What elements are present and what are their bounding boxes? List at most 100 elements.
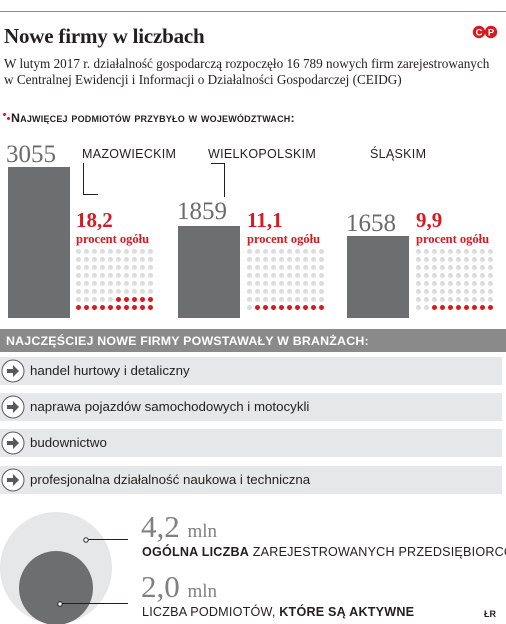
share-dot-empty <box>287 273 292 278</box>
active-unit: mln <box>187 581 218 602</box>
industry-label: budownictwo <box>30 435 107 450</box>
share-dot-empty <box>124 257 129 262</box>
share-dot-empty <box>464 289 469 294</box>
share-dot-empty <box>488 281 493 286</box>
share-dot-empty <box>247 257 252 262</box>
active-marker <box>57 601 63 607</box>
share-dot-empty <box>116 257 121 262</box>
share-dot-filled <box>140 297 145 302</box>
share-dot-empty <box>140 281 145 286</box>
share-dot-empty <box>303 273 308 278</box>
share-dot-grid <box>247 249 324 310</box>
share-dot-empty <box>311 257 316 262</box>
region-label: MAZOWIECKIM <box>82 147 177 161</box>
share-dot-empty <box>76 297 81 302</box>
bar-wielkopolskie <box>178 226 240 318</box>
share-dot-empty <box>432 281 437 286</box>
share-dot-empty <box>124 265 129 270</box>
share-dot-empty <box>295 249 300 254</box>
share-dot-empty <box>263 281 268 286</box>
section-bullet-icon <box>7 117 10 120</box>
share-dot-empty <box>140 289 145 294</box>
share-dot-empty <box>100 281 105 286</box>
share-dot-empty <box>92 289 97 294</box>
share-dot-empty <box>303 249 308 254</box>
share-dot-empty <box>303 297 308 302</box>
arrow-right-icon <box>1 395 25 419</box>
share-dot-empty <box>319 289 324 294</box>
share-dot-empty <box>255 257 260 262</box>
totals-circles <box>0 512 112 624</box>
share-dot-empty <box>440 289 445 294</box>
share-dot-filled <box>464 305 469 310</box>
section-bullet-icon <box>3 113 6 116</box>
share-dot-empty <box>432 289 437 294</box>
share-dot-empty <box>416 257 421 262</box>
share-dot-empty <box>148 273 153 278</box>
share-dot-filled <box>124 297 129 302</box>
share-dot-empty <box>92 297 97 302</box>
share-dot-empty <box>271 281 276 286</box>
share-dot-empty <box>84 265 89 270</box>
share-value: 11,1 <box>247 208 283 232</box>
share-dot-empty <box>124 281 129 286</box>
share-dot-empty <box>108 257 113 262</box>
active-caption-bold: KTÓRE SĄ AKTYWNE <box>279 605 415 619</box>
share-dot-empty <box>92 281 97 286</box>
bar-value-label: 1859 <box>177 198 227 225</box>
share-dot-empty <box>472 265 477 270</box>
active-caption-rest: LICZBA PODMIOTÓW, <box>142 605 276 619</box>
share-dot-filled <box>116 297 121 302</box>
share-dot-empty <box>255 289 260 294</box>
share-dot-filled <box>100 305 105 310</box>
share-value: 9,9 <box>416 208 443 232</box>
share-dot-empty <box>448 257 453 262</box>
registered-caption-bold: OGÓLNA LICZBA <box>142 545 250 559</box>
share-dot-empty <box>132 257 137 262</box>
intro-text: W lutym 2017 r. działalność gospodarczą … <box>4 56 490 87</box>
share-dot-empty <box>92 249 97 254</box>
share-dot-empty <box>416 249 421 254</box>
share-dot-empty <box>424 289 429 294</box>
share-dot-empty <box>464 281 469 286</box>
share-dot-empty <box>140 257 145 262</box>
share-dot-empty <box>472 297 477 302</box>
share-dot-empty <box>440 273 445 278</box>
share-dot-empty <box>424 257 429 262</box>
regions-section-title: Najwięcej podmiotów przybyło w województ… <box>11 111 295 125</box>
share-dot-empty <box>84 249 89 254</box>
registered-connector <box>88 539 128 540</box>
share-dot-empty <box>116 289 121 294</box>
share-caption: procent ogółu <box>247 232 321 246</box>
share-dot-empty <box>247 289 252 294</box>
share-dot-empty <box>76 265 81 270</box>
svg-text:P: P <box>488 28 495 39</box>
share-dot-empty <box>279 289 284 294</box>
share-dot-empty <box>432 297 437 302</box>
registered-marker <box>83 537 89 543</box>
share-dot-empty <box>263 249 268 254</box>
share-dot-empty <box>84 273 89 278</box>
share-dot-filled <box>303 305 308 310</box>
share-dot-empty <box>488 273 493 278</box>
share-dot-empty <box>116 281 121 286</box>
share-dot-empty <box>440 249 445 254</box>
share-dot-empty <box>456 281 461 286</box>
share-dot-empty <box>76 273 81 278</box>
share-dot-empty <box>287 289 292 294</box>
share-dot-empty <box>287 249 292 254</box>
share-dot-filled <box>480 305 485 310</box>
share-dot-empty <box>100 289 105 294</box>
share-dot-empty <box>100 257 105 262</box>
share-dot-empty <box>464 257 469 262</box>
share-dot-empty <box>303 281 308 286</box>
share-dot-empty <box>279 273 284 278</box>
share-dot-empty <box>488 289 493 294</box>
industry-row: budownictwo <box>0 429 502 457</box>
share-dot-filled <box>432 305 437 310</box>
share-dot-empty <box>116 249 121 254</box>
industry-row: handel hurtowy i detaliczny <box>0 357 502 385</box>
share-dot-empty <box>271 297 276 302</box>
share-dot-empty <box>247 281 252 286</box>
share-dot-empty <box>303 257 308 262</box>
